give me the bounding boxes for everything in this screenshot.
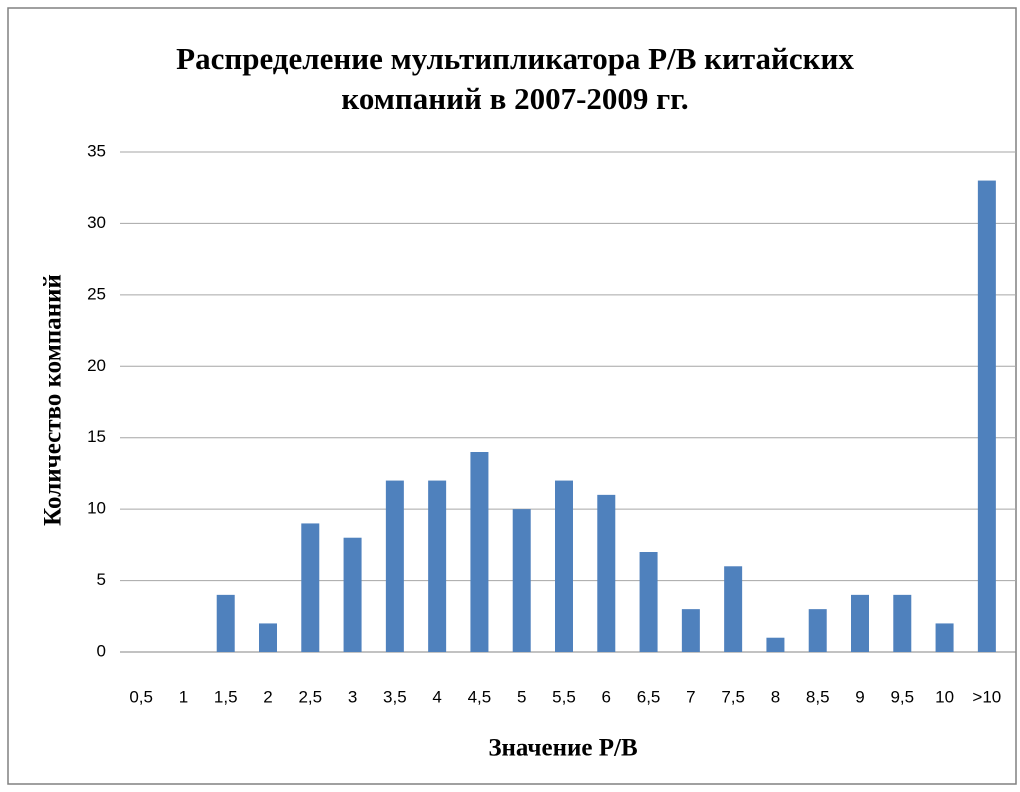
x-tick-label: 2,5: [298, 687, 322, 706]
x-tick-label: 7: [686, 687, 695, 706]
y-axis-title: Количество компаний: [40, 274, 67, 526]
bar: [216, 594, 235, 652]
x-tick-label: 0,5: [129, 687, 153, 706]
chart-title: Распределение мультипликатора P/B китайс…: [176, 41, 854, 76]
bar: [512, 509, 531, 652]
y-tick-label: 20: [87, 356, 106, 375]
bar: [597, 494, 616, 652]
x-tick-label: 1,5: [214, 687, 238, 706]
bar: [259, 623, 277, 652]
x-tick-label: 2: [263, 687, 272, 706]
bar: [681, 609, 700, 652]
y-tick-label: 35: [87, 141, 106, 160]
y-tick-label: 25: [87, 284, 106, 303]
chart-frame: [7, 7, 1017, 785]
bar: [808, 609, 827, 652]
x-tick-label: 5,5: [552, 687, 576, 706]
x-tick-label: 3,5: [383, 687, 407, 706]
x-tick-label: 5: [517, 687, 526, 706]
bar: [766, 637, 785, 652]
x-tick-label: 4: [432, 687, 441, 706]
bar: [893, 594, 912, 652]
y-tick-label: 10: [87, 499, 106, 518]
y-tick-label: 15: [87, 427, 106, 446]
chart-title: компаний в 2007-2009 гг.: [341, 81, 688, 116]
bar: [428, 480, 447, 652]
bar: [639, 552, 658, 652]
x-tick-label: 10: [935, 687, 954, 706]
x-tick-label: 8,5: [806, 687, 830, 706]
bar: [724, 566, 743, 652]
bar: [385, 480, 404, 652]
x-tick-label: 9,5: [890, 687, 914, 706]
x-tick-label: >10: [972, 687, 1001, 706]
bar: [470, 452, 489, 652]
bar: [935, 623, 954, 652]
y-tick-label: 0: [97, 641, 106, 660]
x-tick-label: 6: [602, 687, 611, 706]
y-tick-label: 30: [87, 213, 106, 232]
bar: [301, 523, 320, 652]
bar: [851, 594, 869, 652]
bar: [555, 480, 573, 652]
y-tick-label: 5: [97, 570, 106, 589]
x-tick-label: 6,5: [637, 687, 661, 706]
x-tick-label: 3: [348, 687, 357, 706]
x-tick-label: 1: [179, 687, 188, 706]
x-axis-title: Значение P/B: [488, 735, 637, 762]
x-tick-label: 9: [855, 687, 864, 706]
bar: [343, 537, 362, 652]
bar: [977, 180, 996, 653]
x-tick-label: 4,5: [468, 687, 492, 706]
x-tick-label: 8: [771, 687, 780, 706]
x-tick-label: 7,5: [721, 687, 745, 706]
